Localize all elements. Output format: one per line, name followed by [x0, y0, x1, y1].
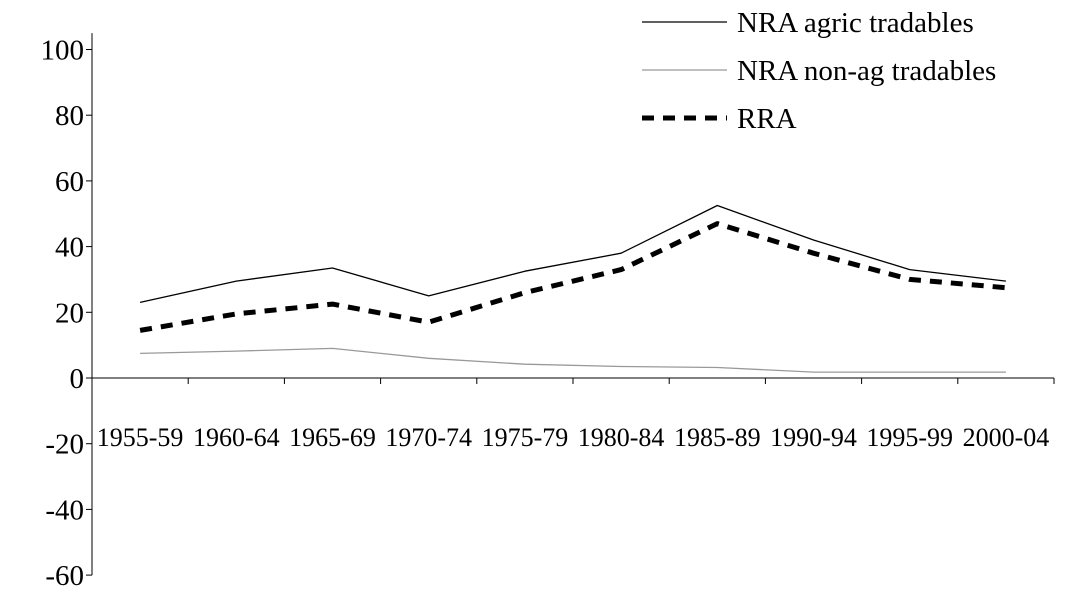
- series-line-2: [140, 347, 1006, 373]
- legend: NRA agric tradables NRA non-ag tradables R…: [642, 7, 996, 135]
- y-tick-label: 80: [55, 100, 84, 132]
- series-line-3: [139, 221, 1007, 333]
- x-tick-label: 1970-74: [385, 423, 472, 452]
- y-tick-label: 40: [55, 232, 84, 264]
- y-tick-label: -20: [45, 429, 84, 461]
- y-tick-label: -60: [45, 560, 84, 591]
- y-tick-label: 0: [70, 363, 85, 395]
- x-tick-label: 1975-79: [482, 423, 569, 452]
- axes: [86, 33, 1055, 576]
- y-tick-label: 60: [55, 166, 84, 198]
- y-tick-label: 20: [55, 297, 84, 329]
- x-tick-label: 1985-89: [674, 423, 761, 452]
- x-tick-label: 1965-69: [289, 423, 376, 452]
- series-lines: [139, 204, 1007, 373]
- series-line-1: [139, 204, 1006, 304]
- tick-labels: 100 80 60 40 20 0 -20 -40 -60 1955-59 1960-64 1965-…: [41, 35, 1050, 593]
- y-tick-label: -40: [45, 494, 84, 526]
- y-tick-label: 100: [41, 35, 85, 67]
- x-tick-label: 1955-59: [97, 423, 184, 452]
- legend-label: NRA agric tradables: [737, 7, 974, 39]
- x-tick-label: 1980-84: [578, 423, 665, 452]
- x-tick-label: 1995-99: [866, 423, 953, 452]
- x-tick-label: 2000-04: [963, 423, 1050, 452]
- legend-label: RRA: [737, 103, 797, 135]
- x-tick-label: 1960-64: [193, 423, 280, 452]
- x-tick-label: 1990-94: [770, 423, 857, 452]
- legend-label: NRA non-ag tradables: [737, 55, 996, 87]
